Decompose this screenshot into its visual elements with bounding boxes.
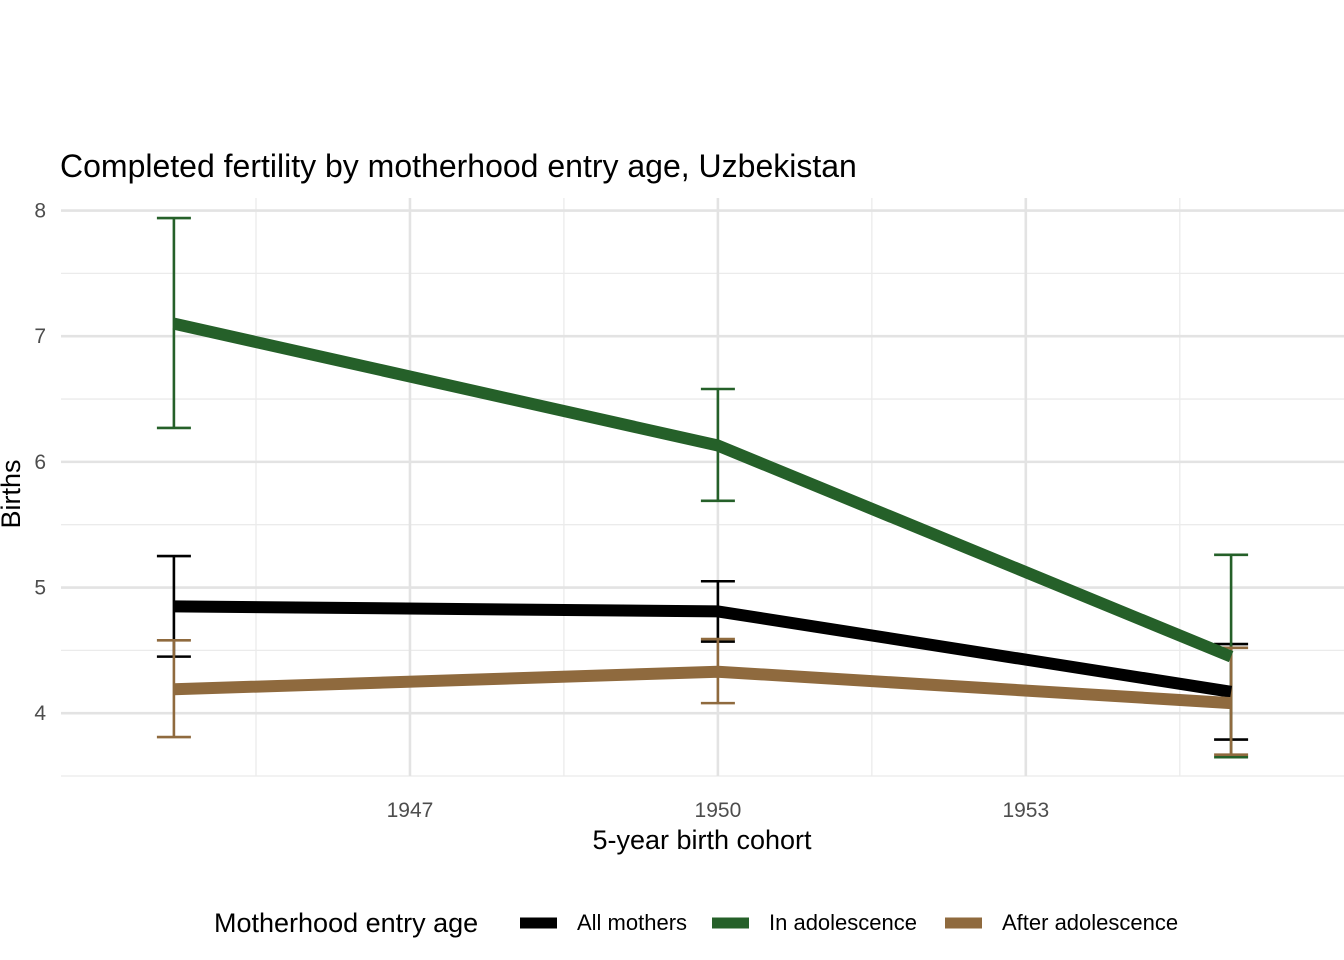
legend: Motherhood entry age All mothers In adole… [214,908,1178,938]
y-tick-label: 4 [34,702,46,725]
x-tick-label: 1950 [695,799,742,822]
series-line-in-adolescence [172,317,1234,663]
y-axis-ticks: 4 5 6 7 8 [34,200,46,726]
legend-item-in-adolescence: In adolescence [712,910,917,935]
x-tick-label: 1953 [1002,799,1049,822]
grid [61,198,1344,777]
y-tick-label: 8 [34,200,46,223]
legend-label-all-mothers: All mothers [577,910,687,935]
legend-item-after-adolescence: After adolescence [945,910,1178,935]
legend-label-in-adolescence: In adolescence [769,910,917,935]
series-line-all-mothers [173,600,1233,698]
x-tick-label: 1947 [387,799,434,822]
series-line-after-adolescence [173,665,1232,710]
legend-title: Motherhood entry age [214,908,478,938]
chart-title: Completed fertility by motherhood entry … [60,148,857,184]
y-tick-label: 5 [34,577,46,600]
y-tick-label: 6 [34,451,46,474]
legend-item-all-mothers: All mothers [520,910,687,935]
x-axis-ticks: 1947 1950 1953 [387,799,1050,822]
legend-label-after-adolescence: After adolescence [1002,910,1178,935]
series-layer [156,216,1249,759]
y-tick-label: 7 [34,325,46,348]
error-bar [156,216,191,430]
x-axis-title: 5-year birth cohort [592,825,812,855]
y-axis-title: Births [0,459,26,528]
